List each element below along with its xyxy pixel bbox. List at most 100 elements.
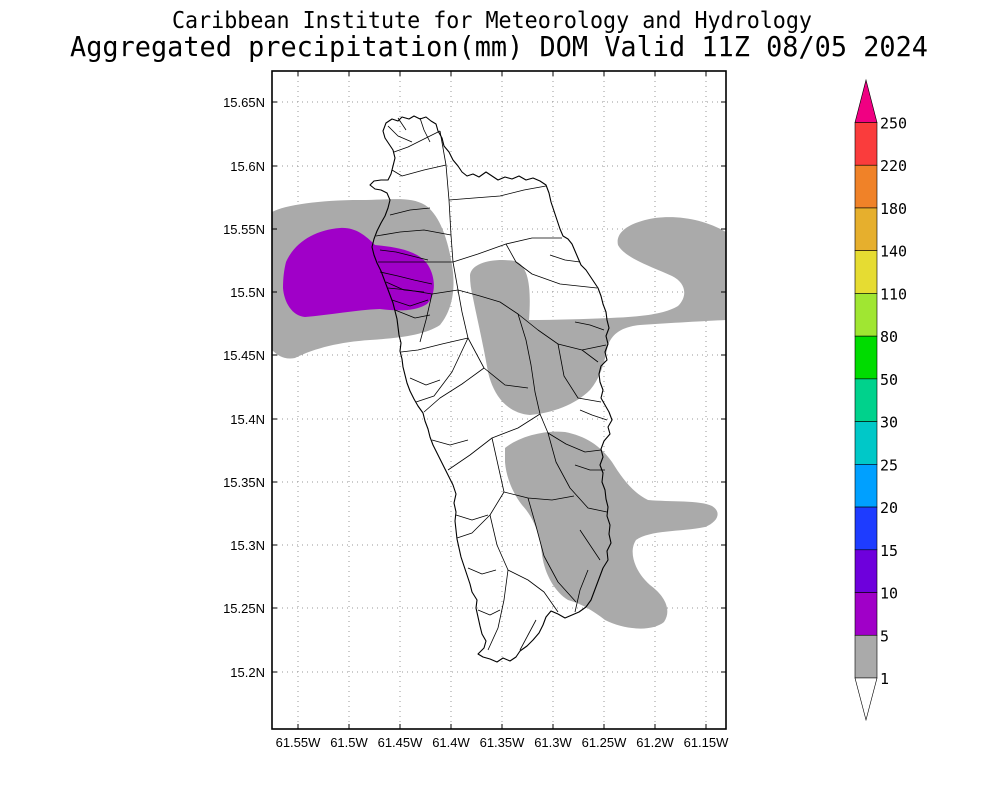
longitude-label: 61.2W xyxy=(636,735,674,750)
watershed-boundary xyxy=(391,299,429,307)
colorbar-label: 30 xyxy=(880,414,898,432)
colorbar-bin xyxy=(854,421,878,465)
latitude-label: 15.3N xyxy=(230,538,265,553)
colorbar-bin xyxy=(854,250,878,294)
colorbar-label: 250 xyxy=(880,115,907,133)
map-frame xyxy=(271,70,727,730)
watershed-boundary xyxy=(574,569,589,613)
colorbar-label: 80 xyxy=(880,328,898,346)
watershed-boundary xyxy=(431,439,469,446)
watershed-boundary xyxy=(391,164,447,177)
colorbar-label: 5 xyxy=(880,627,889,645)
longitude-label: 61.3W xyxy=(534,735,572,750)
colorbar-label: 140 xyxy=(880,243,907,261)
latitude-label: 15.55N xyxy=(223,222,265,237)
colorbar-bin xyxy=(854,549,878,593)
precipitation-shading xyxy=(272,199,726,629)
latitude-label: 15.4N xyxy=(230,412,265,427)
watershed-boundary xyxy=(503,491,575,501)
watershed-boundary xyxy=(519,619,537,651)
longitude-label: 61.35W xyxy=(480,735,526,750)
watershed-boundary xyxy=(448,185,547,201)
colorbar-below-min-triangle xyxy=(854,677,878,722)
watershed-boundary xyxy=(579,529,601,561)
watershed-boundary xyxy=(456,437,505,539)
colorbar-bin xyxy=(854,122,878,166)
watershed-boundary xyxy=(455,514,489,521)
map-panel xyxy=(271,70,727,730)
longitude-label: 61.4W xyxy=(432,735,470,750)
latitude-label: 15.2N xyxy=(230,665,265,680)
colorbar-bin xyxy=(854,464,878,508)
latitude-label: 15.45N xyxy=(223,348,265,363)
colorbar-bin xyxy=(854,506,878,551)
colorbar-label: 1 xyxy=(880,670,889,688)
latitude-labels: 15.65N 15.6N 15.55N 15.5N 15.45N 15.4N 15.35N 1… xyxy=(223,95,265,680)
colorbar-bin xyxy=(854,592,878,636)
colorbar-bin xyxy=(854,207,878,251)
watershed-boundary xyxy=(467,567,497,575)
watershed-boundary xyxy=(423,367,485,413)
colorbar: 250 220 180 140 110 80 50 30 25 20 15 10 5 1 xyxy=(854,78,907,722)
watershed-boundary xyxy=(527,497,577,603)
colorbar-label: 15 xyxy=(880,542,898,560)
longitude-labels: 61.55W 61.5W 61.45W 61.4W 61.35W 61.3W 61.25W 6… xyxy=(276,735,730,750)
watershed-boundary xyxy=(419,293,433,343)
watershed-boundary xyxy=(457,289,607,351)
colorbar-bin xyxy=(854,335,878,380)
watershed-boundary xyxy=(579,409,608,421)
colorbar-label: 220 xyxy=(880,157,907,175)
colorbar-label: 10 xyxy=(880,585,898,603)
longitude-label: 61.25W xyxy=(582,735,628,750)
watershed-boundary xyxy=(574,464,605,471)
latitude-label: 15.6N xyxy=(230,159,265,174)
precip-area-west-core xyxy=(283,227,434,317)
latitude-label: 15.25N xyxy=(223,601,265,616)
longitude-label: 61.15W xyxy=(684,735,730,750)
watershed-boundary xyxy=(379,249,429,261)
watershed-boundary xyxy=(409,377,441,386)
watershed-boundary xyxy=(505,243,598,289)
watershed-boundary xyxy=(574,321,605,331)
watershed-boundary xyxy=(557,343,602,403)
watershed-boundaries xyxy=(375,117,608,651)
watershed-boundary xyxy=(389,207,431,216)
longitude-label: 61.45W xyxy=(378,735,424,750)
colorbar-label: 180 xyxy=(880,200,907,218)
watershed-boundary xyxy=(549,254,581,263)
watershed-boundary xyxy=(547,432,608,513)
colorbar-label: 25 xyxy=(880,456,898,474)
watershed-boundary xyxy=(415,337,469,403)
watershed-boundary xyxy=(394,309,431,319)
colorbar-bin xyxy=(854,634,878,679)
colorbar-label: 50 xyxy=(880,371,898,389)
axis-ticks xyxy=(272,71,726,729)
watershed-boundary xyxy=(393,130,441,153)
watershed-boundary xyxy=(400,337,469,353)
watershed-boundary xyxy=(375,229,452,237)
watershed-boundary xyxy=(507,569,559,613)
colorbar-label: 20 xyxy=(880,499,898,517)
watershed-boundary xyxy=(379,271,433,285)
colorbar-bin xyxy=(854,378,878,422)
title-institute: Caribbean Institute for Meteorology and … xyxy=(172,8,812,34)
latitude-label: 15.35N xyxy=(223,475,265,490)
longitude-label: 61.55W xyxy=(276,735,322,750)
latitude-label: 15.65N xyxy=(223,95,265,110)
colorbar-bin xyxy=(854,293,878,337)
latitude-label: 15.5N xyxy=(230,285,265,300)
map-background xyxy=(272,71,726,729)
title-product: Aggregated precipitation(mm) DOM Valid 1… xyxy=(70,30,928,63)
colorbar-label: 110 xyxy=(880,285,907,303)
watershed-boundary xyxy=(581,349,599,363)
watershed-boundary xyxy=(397,117,407,131)
colorbar-bin xyxy=(854,164,878,209)
watershed-boundary xyxy=(477,609,501,616)
island-coastline xyxy=(369,115,613,663)
watershed-boundary xyxy=(419,117,431,143)
longitude-label: 61.5W xyxy=(330,735,368,750)
precip-area-central-east xyxy=(470,217,726,415)
watershed-boundary xyxy=(487,514,509,651)
watershed-boundary xyxy=(385,281,425,293)
